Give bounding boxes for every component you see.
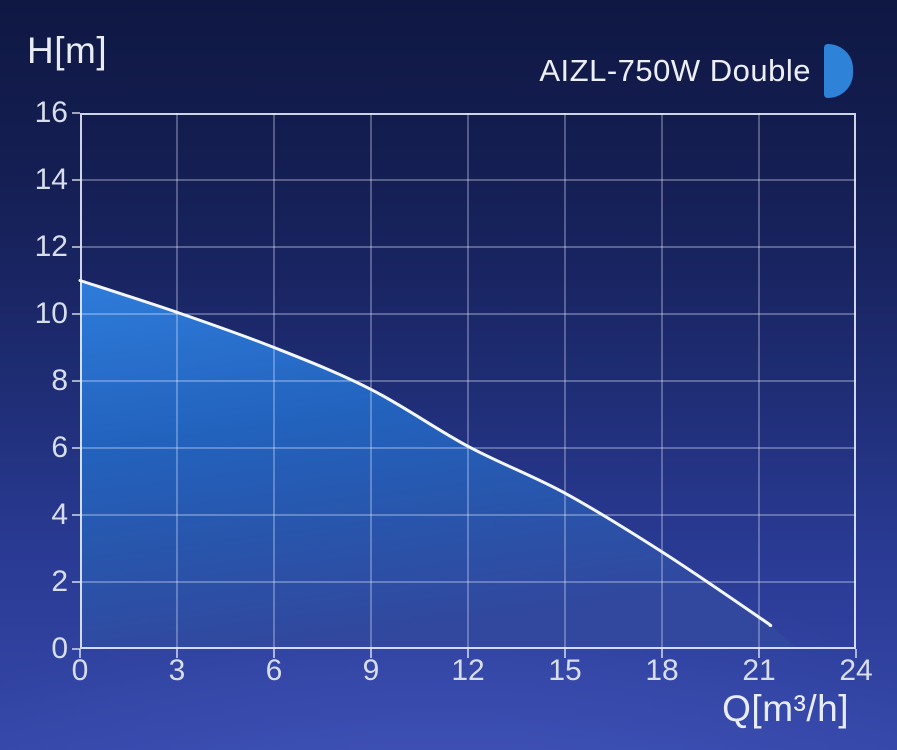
x-tick-label: 21	[742, 654, 776, 687]
x-tick-label: 12	[451, 654, 485, 687]
grid-lines	[80, 113, 856, 649]
y-tick-label: 0	[51, 632, 68, 665]
chart-header: AIZL-750W Double	[539, 44, 853, 98]
y-tick-label: 6	[51, 431, 68, 464]
x-tick-label: 18	[645, 654, 679, 687]
plot-area	[72, 112, 857, 658]
x-tick-label: 6	[265, 654, 283, 687]
y-tick-label: 8	[51, 364, 68, 397]
plot-svg	[72, 112, 857, 658]
x-axis-label: Q[m³/h]	[722, 688, 849, 729]
curve-fill	[80, 280, 798, 649]
curve-line	[78, 279, 773, 628]
series-title: AIZL-750W Double	[539, 53, 811, 88]
plot-border	[72, 112, 857, 658]
y-tick-label: 12	[34, 230, 68, 263]
y-tick-label: 4	[51, 498, 68, 531]
x-tick-label: 3	[168, 654, 186, 687]
y-tick-label: 2	[51, 565, 68, 598]
x-tick-label: 15	[548, 654, 582, 687]
x-tick-label: 9	[362, 654, 380, 687]
brand-d-icon	[824, 44, 853, 98]
y-tick-label: 14	[34, 163, 68, 196]
x-tick-label: 24	[839, 654, 873, 687]
x-tick-label: 0	[71, 654, 89, 687]
y-tick-label: 10	[34, 297, 68, 330]
y-axis-label: H[m]	[27, 30, 108, 71]
y-tick-label: 16	[34, 96, 68, 129]
